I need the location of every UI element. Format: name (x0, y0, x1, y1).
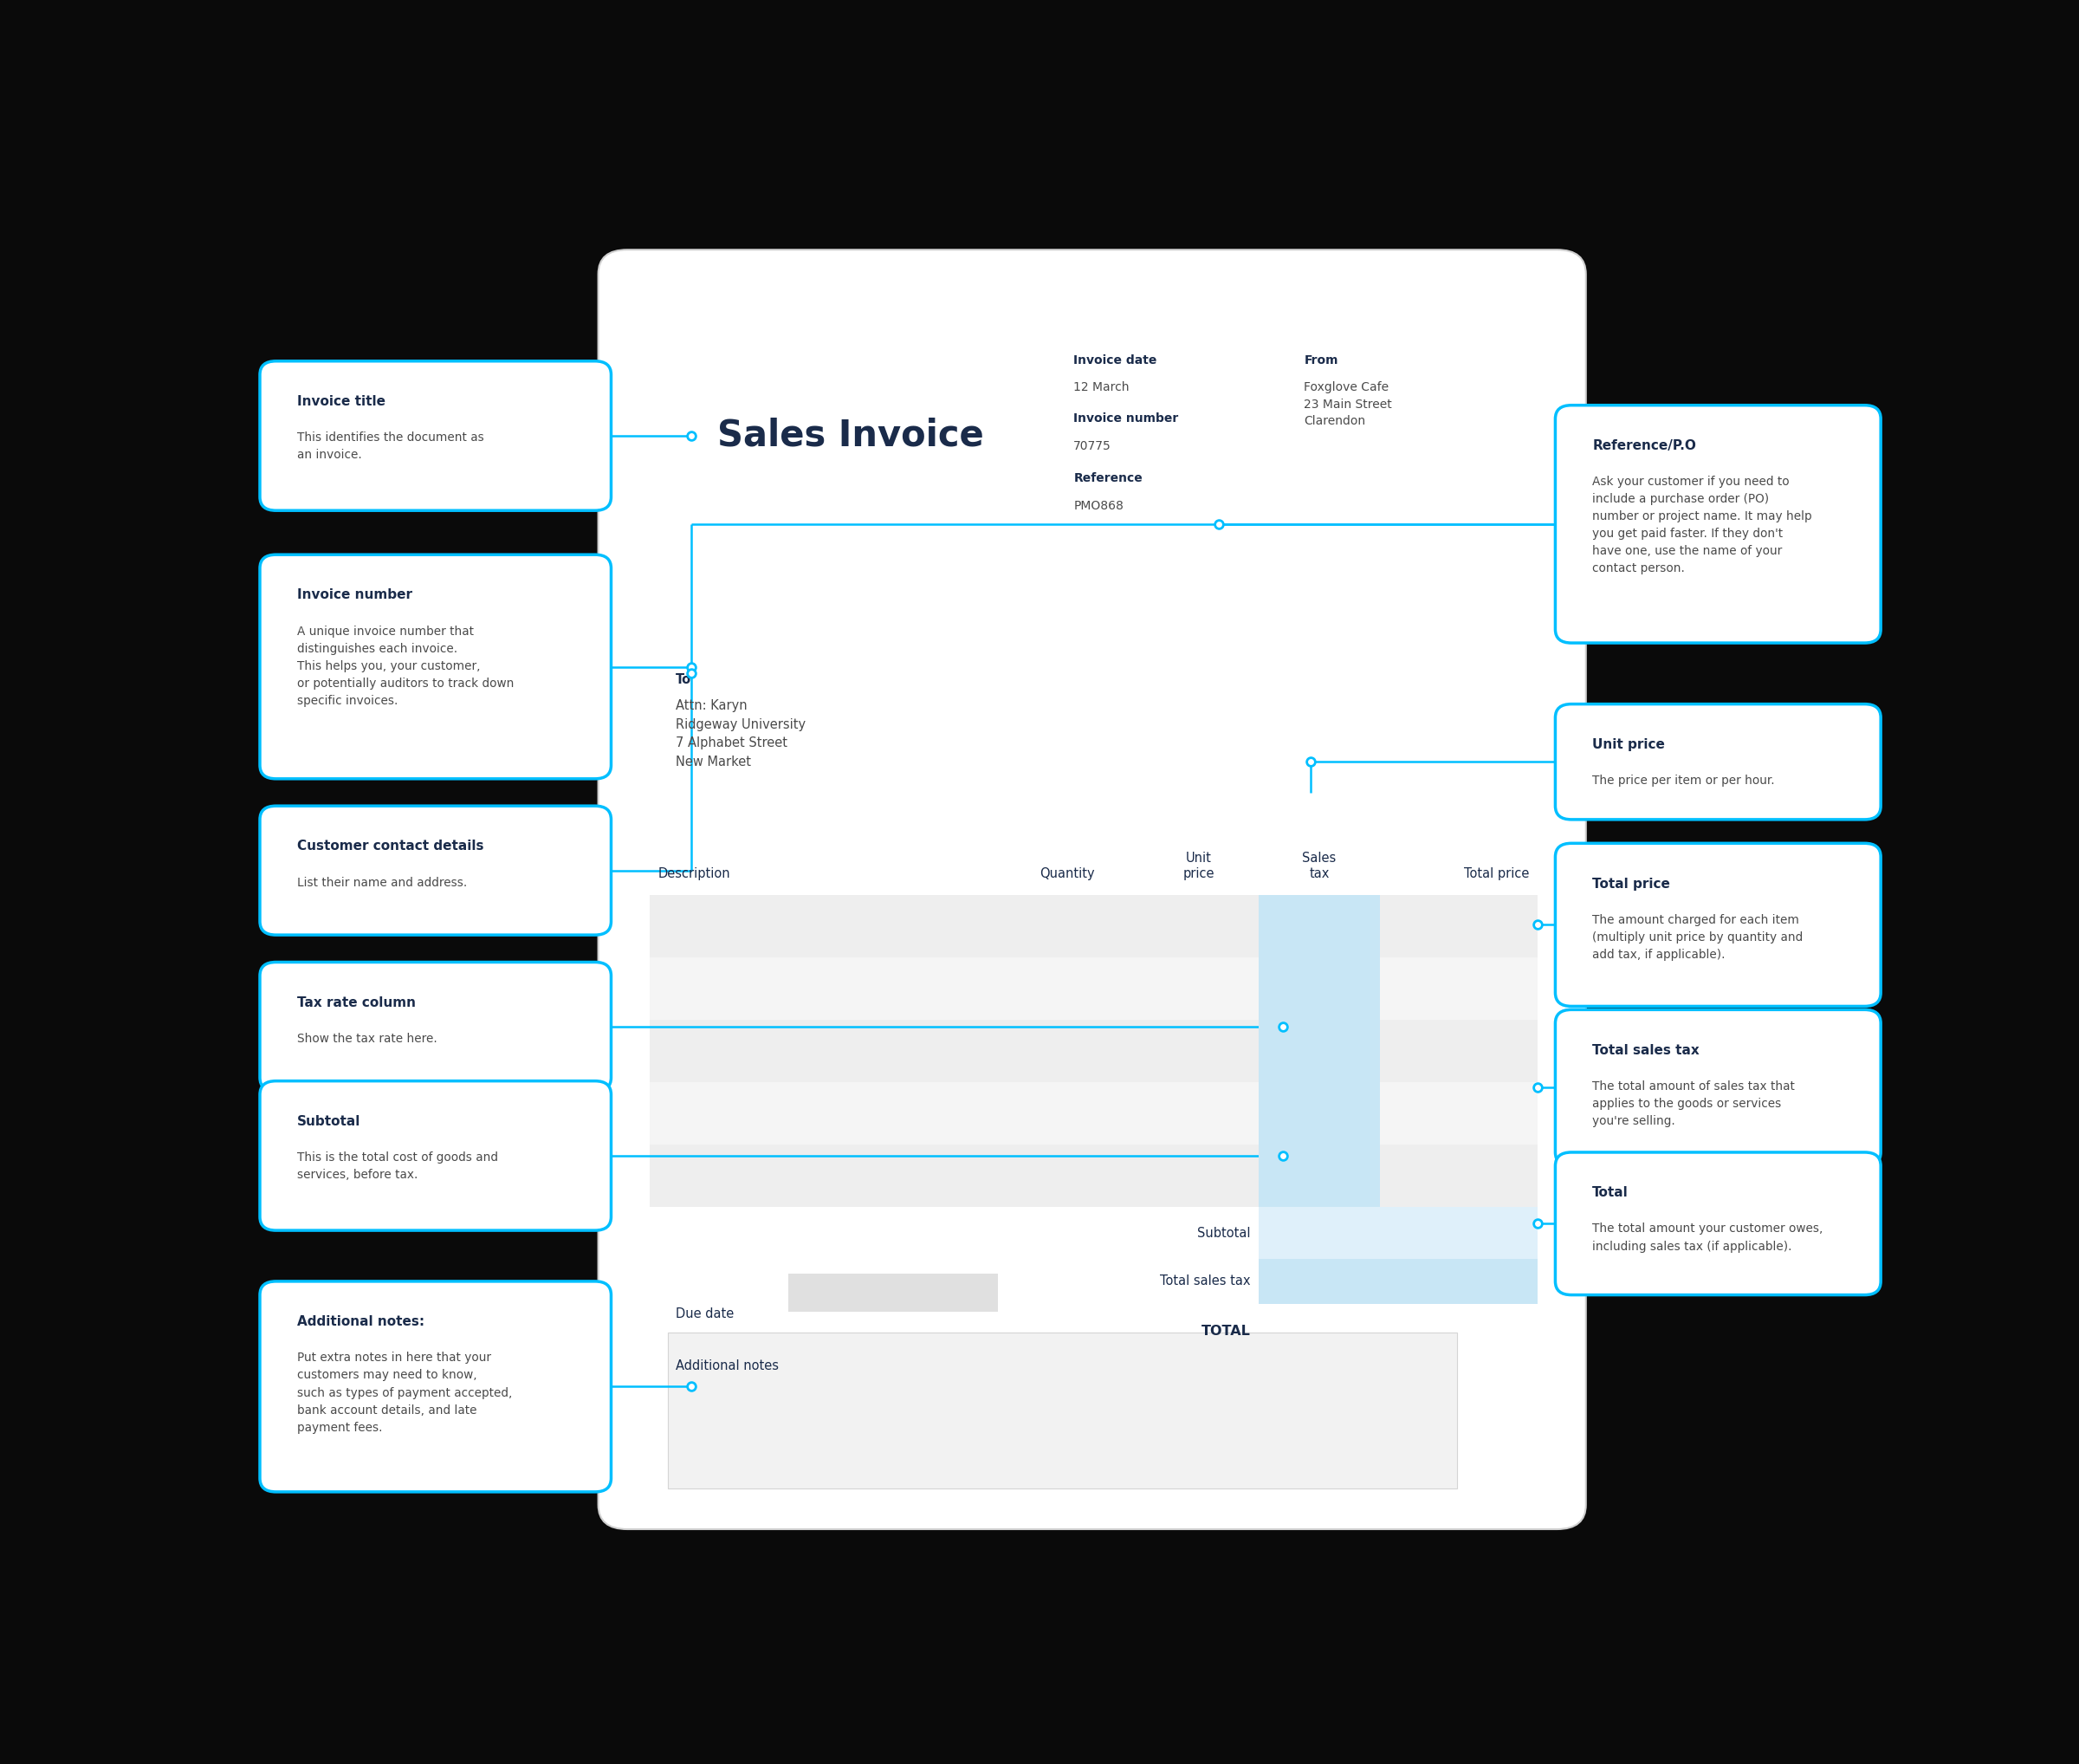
Bar (651, 1145, 1538, 1207)
FancyBboxPatch shape (260, 961, 611, 1092)
Text: Total price: Total price (1593, 877, 1669, 891)
Text: The price per item or per hour.: The price per item or per hour. (1593, 774, 1775, 787)
Text: Quantity: Quantity (1040, 866, 1096, 880)
FancyBboxPatch shape (599, 250, 1586, 1529)
Text: This is the total cost of goods and
services, before tax.: This is the total cost of goods and serv… (297, 1152, 497, 1182)
Text: Description: Description (657, 866, 730, 880)
FancyBboxPatch shape (1555, 1152, 1881, 1295)
Bar (667, 1332, 1457, 1489)
Text: A unique invoice number that
distinguishes each invoice.
This helps you, your cu: A unique invoice number that distinguish… (297, 624, 514, 707)
Text: The amount charged for each item
(multiply unit price by quantity and
add tax, i: The amount charged for each item (multip… (1593, 914, 1802, 961)
Text: Invoice number: Invoice number (297, 589, 412, 602)
Text: Total: Total (1593, 1185, 1628, 1200)
Bar (1260, 1207, 1538, 1259)
Bar (1260, 894, 1380, 958)
Text: Customer contact details: Customer contact details (297, 840, 484, 852)
Text: To: To (676, 674, 692, 686)
Text: Attn: Karyn
Ridgeway University
7 Alphabet Street
New Market: Attn: Karyn Ridgeway University 7 Alphab… (676, 699, 807, 769)
Text: Reference/P.O: Reference/P.O (1593, 439, 1696, 452)
Text: Invoice date: Invoice date (1073, 355, 1158, 367)
Text: 70775: 70775 (1073, 439, 1112, 452)
Text: Unit
price: Unit price (1183, 852, 1214, 880)
Bar (1260, 1020, 1380, 1083)
Bar (651, 894, 1538, 958)
FancyBboxPatch shape (260, 554, 611, 778)
Text: Reference: Reference (1073, 473, 1143, 485)
Text: Additional notes: Additional notes (676, 1360, 780, 1372)
FancyBboxPatch shape (260, 362, 611, 510)
Text: Total sales tax: Total sales tax (1160, 1275, 1252, 1288)
FancyBboxPatch shape (260, 1081, 611, 1231)
Text: Subtotal: Subtotal (1198, 1226, 1252, 1240)
Bar (651, 958, 1538, 1020)
Bar (1260, 958, 1380, 1020)
FancyBboxPatch shape (260, 806, 611, 935)
Text: The total amount of sales tax that
applies to the goods or services
you're selli: The total amount of sales tax that appli… (1593, 1080, 1794, 1127)
Bar (788, 1274, 998, 1312)
Text: List their name and address.: List their name and address. (297, 877, 468, 889)
FancyBboxPatch shape (1555, 704, 1881, 820)
Text: Invoice title: Invoice title (297, 395, 385, 407)
Text: Total price: Total price (1464, 866, 1530, 880)
Text: Due date: Due date (676, 1307, 734, 1321)
Text: PMO868: PMO868 (1073, 499, 1123, 512)
Text: 12 March: 12 March (1073, 381, 1129, 393)
Bar (651, 1083, 1538, 1145)
Bar (651, 1020, 1538, 1083)
Text: Sales
tax: Sales tax (1301, 852, 1337, 880)
Text: Foxglove Cafe
23 Main Street
Clarendon: Foxglove Cafe 23 Main Street Clarendon (1304, 381, 1393, 427)
FancyBboxPatch shape (1555, 1009, 1881, 1166)
Text: Subtotal: Subtotal (297, 1115, 360, 1127)
Text: The total amount your customer owes,
including sales tax (if applicable).: The total amount your customer owes, inc… (1593, 1222, 1823, 1252)
FancyBboxPatch shape (260, 1281, 611, 1492)
Text: Ask your customer if you need to
include a purchase order (PO)
number or project: Ask your customer if you need to include… (1593, 476, 1813, 575)
Text: Additional notes:: Additional notes: (297, 1316, 424, 1328)
Text: From: From (1304, 355, 1339, 367)
Text: Sales Invoice: Sales Invoice (717, 418, 983, 453)
Bar (1260, 1259, 1538, 1304)
Bar (1260, 1145, 1380, 1207)
Text: Total sales tax: Total sales tax (1593, 1044, 1699, 1057)
Text: Invoice number: Invoice number (1073, 413, 1179, 425)
Text: Tax rate column: Tax rate column (297, 997, 416, 1009)
Text: TOTAL: TOTAL (1202, 1325, 1252, 1337)
FancyBboxPatch shape (1555, 406, 1881, 642)
Bar (1260, 1083, 1380, 1145)
Text: Unit price: Unit price (1593, 737, 1665, 751)
Text: This identifies the document as
an invoice.: This identifies the document as an invoi… (297, 432, 484, 460)
Text: Put extra notes in here that your
customers may need to know,
such as types of p: Put extra notes in here that your custom… (297, 1351, 511, 1434)
Text: Show the tax rate here.: Show the tax rate here. (297, 1032, 437, 1044)
FancyBboxPatch shape (1555, 843, 1881, 1005)
